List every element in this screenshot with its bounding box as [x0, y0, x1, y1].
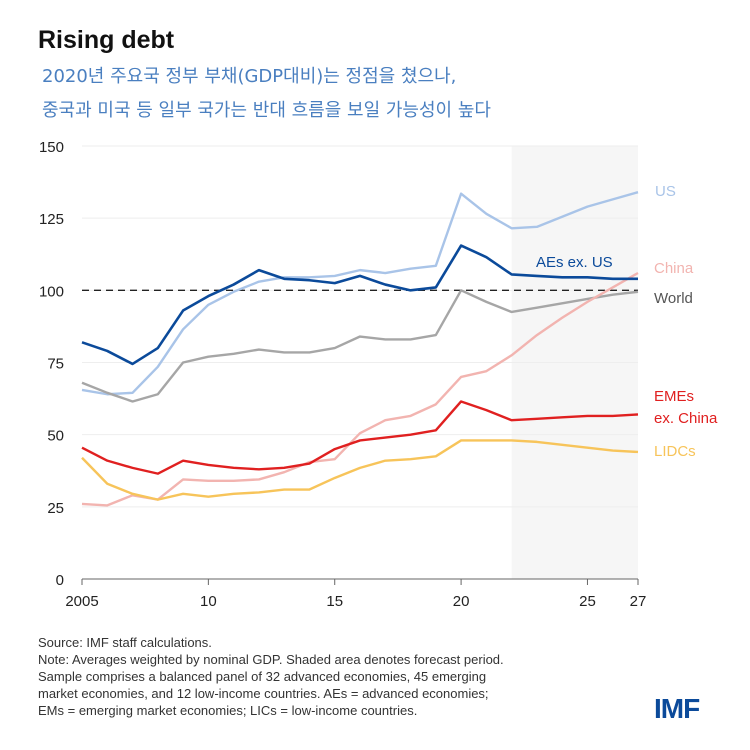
y-tick-label: 150 — [39, 139, 64, 156]
chart-subtitle-line-2: 중국과 미국 등 일부 국가는 반대 흐름을 보일 가능성이 높다 — [42, 100, 491, 121]
y-tick-label: 25 — [47, 500, 64, 517]
x-tick-label: 27 — [630, 593, 647, 610]
x-tick-label: 20 — [453, 593, 470, 610]
note-line: Source: IMF staff calculations. — [38, 635, 212, 650]
series-label: AEs ex. US — [536, 254, 613, 271]
series-line-china — [81, 271, 639, 507]
series-label: US — [655, 183, 676, 200]
series-line-world — [81, 289, 639, 403]
series-line-aes-ex-us — [81, 244, 638, 366]
note-line: EMs = emerging market economies; LICs = … — [38, 703, 418, 718]
imf-logo: IMF — [654, 693, 700, 724]
series-label: EMEs — [654, 388, 694, 405]
y-tick-label: 75 — [47, 356, 64, 373]
note-line: market economies, and 12 low-income coun… — [38, 686, 489, 701]
series-line-lidcs — [81, 439, 639, 501]
note-line: Sample comprises a balanced panel of 32 … — [38, 669, 487, 684]
series-line-us — [81, 191, 639, 396]
y-tick-label: 100 — [39, 283, 64, 300]
note-line: Note: Averages weighted by nominal GDP. … — [38, 652, 504, 667]
chart-subtitle-line-1: 2020년 주요국 정부 부채(GDP대비)는 정점을 쳤으나, — [42, 66, 457, 87]
x-tick-label: 10 — [200, 593, 217, 610]
series-label: China — [654, 260, 694, 277]
y-tick-label: 0 — [56, 572, 64, 589]
series-label: LIDCs — [654, 443, 696, 460]
series-line-emes-ex-china — [81, 400, 639, 475]
series-label: ex. China — [654, 410, 718, 427]
y-tick-label: 125 — [39, 211, 64, 228]
x-tick-label: 2005 — [65, 593, 98, 610]
y-tick-label: 50 — [47, 428, 64, 445]
chart-title: Rising debt — [38, 26, 175, 54]
x-tick-label: 25 — [579, 593, 596, 610]
x-tick-label: 15 — [326, 593, 343, 610]
chart-notes: Source: IMF staff calculations. Note: Av… — [38, 634, 504, 719]
series-label: World — [654, 290, 693, 307]
